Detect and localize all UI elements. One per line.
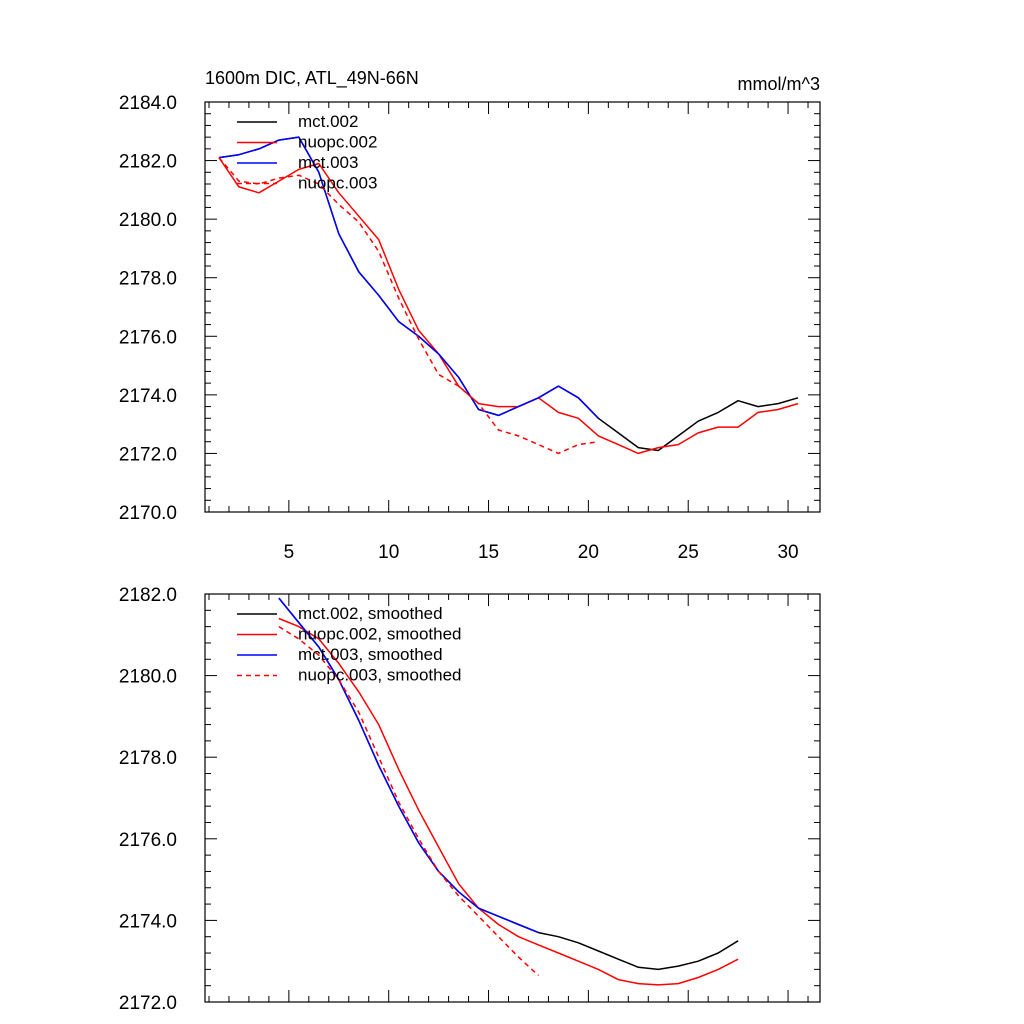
series-line-mct-003 xyxy=(218,136,599,419)
y-tick-label: 2176.0 xyxy=(119,830,177,851)
y-tick-label: 2174.0 xyxy=(119,911,177,932)
legend-label: mct.003, smoothed xyxy=(298,645,443,664)
x-tick-label: 15 xyxy=(478,542,499,563)
x-tick-label: 25 xyxy=(678,542,699,563)
y-tick-label: 2170.0 xyxy=(119,503,177,524)
y-tick-label: 2178.0 xyxy=(119,748,177,769)
legend-label: mct.002, smoothed xyxy=(298,604,443,623)
y-tick-label: 2180.0 xyxy=(119,210,177,231)
x-tick-label: 10 xyxy=(378,542,399,563)
y-tick-label: 2182.0 xyxy=(119,152,177,173)
series-line-nuopc-003 xyxy=(218,157,599,455)
y-tick-label: 2184.0 xyxy=(119,93,177,114)
y-tick-label: 2172.0 xyxy=(119,993,177,1014)
units-label: mmol/m^3 xyxy=(738,74,820,94)
series-line-nuopc-003-smoothed xyxy=(278,625,540,977)
plot-frame xyxy=(204,101,821,513)
y-tick-label: 2178.0 xyxy=(119,269,177,290)
legend-label: mct.003 xyxy=(298,153,358,172)
legend-label: nuopc.002 xyxy=(298,133,377,152)
plot-frame xyxy=(204,593,821,1003)
legend-label: nuopc.003 xyxy=(298,174,377,193)
top-chart: 1600m DIC, ATL_49N-66N mmol/m^3 5 10 15 20 25 3… xyxy=(119,68,821,563)
series-line-nuopc-002 xyxy=(218,157,799,455)
legend-label: mct.002 xyxy=(298,112,358,131)
series-line-mct-003-smoothed xyxy=(278,597,539,934)
y-tick-label: 2174.0 xyxy=(119,386,177,407)
x-tick-label: 30 xyxy=(777,542,798,563)
x-tick-label: 5 xyxy=(284,542,295,563)
chart-title: 1600m DIC, ATL_49N-66N xyxy=(205,68,419,89)
y-tick-label: 2176.0 xyxy=(119,327,177,348)
bottom-chart: 2172.0 2174.0 2176.0 2178.0 2180.0 2182.0 mct.… xyxy=(119,585,821,1014)
legend-label: nuopc.002, smoothed xyxy=(298,625,462,644)
series-line-nuopc-002-smoothed xyxy=(278,617,739,986)
y-tick-label: 2172.0 xyxy=(119,444,177,465)
y-tick-label: 2180.0 xyxy=(119,667,177,688)
x-tick-label: 20 xyxy=(578,542,599,563)
y-tick-label: 2182.0 xyxy=(119,585,177,606)
legend-label: nuopc.003, smoothed xyxy=(298,666,462,685)
